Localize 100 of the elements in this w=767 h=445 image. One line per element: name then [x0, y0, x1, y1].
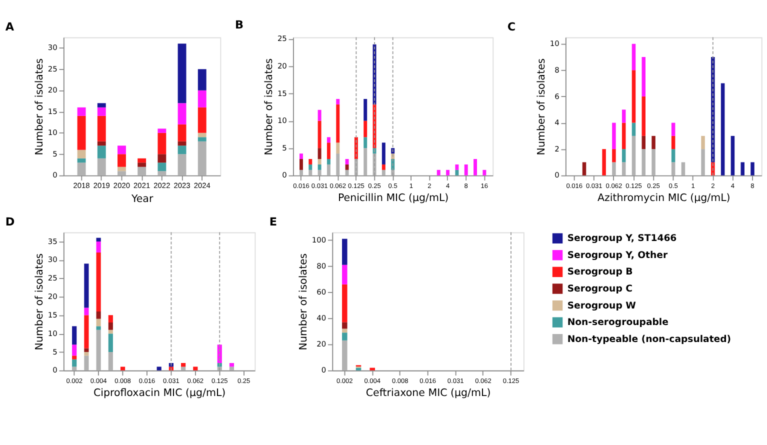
bar [464, 164, 468, 176]
bar [345, 159, 349, 164]
bar [72, 344, 77, 356]
bar [632, 136, 636, 176]
bar [158, 171, 166, 176]
bar [602, 149, 606, 176]
x-tick-label: 2022 [154, 180, 170, 190]
bar [681, 162, 686, 176]
bar [436, 170, 440, 176]
y-tick-label: 60 [316, 288, 326, 297]
bar [318, 159, 322, 164]
bar [671, 162, 676, 176]
bar [84, 348, 89, 352]
bar [336, 104, 340, 143]
bar [77, 107, 86, 116]
bar [178, 141, 186, 146]
y-tick-label: 6 [554, 92, 560, 101]
y-tick-label: 4 [554, 118, 560, 128]
bar [97, 146, 106, 158]
bar [364, 148, 368, 176]
bar [652, 149, 656, 176]
bar [336, 154, 340, 176]
bar [308, 164, 312, 170]
bar [345, 170, 349, 176]
bar [632, 44, 636, 70]
bar [97, 141, 106, 146]
bar [342, 238, 348, 265]
bar [96, 242, 101, 253]
bar [622, 110, 626, 123]
bar [318, 164, 322, 170]
y-tick-label: 80 [316, 262, 326, 270]
y-tick-label: 5 [52, 149, 58, 158]
bar [108, 334, 113, 352]
bar [72, 326, 77, 345]
bar [299, 154, 303, 159]
y-tick-label: 0 [52, 366, 58, 375]
y-tick-label: 15 [48, 106, 58, 116]
y-tick-label: 25 [277, 34, 288, 44]
y-tick-label: 25 [48, 64, 58, 74]
bar [77, 162, 86, 176]
y-tick-label: 10 [48, 328, 58, 338]
bar [342, 284, 348, 322]
y-tick-label: 10 [550, 39, 560, 48]
bar [97, 107, 106, 116]
y-tick-label: 15 [48, 310, 58, 320]
chart-title: E [269, 215, 278, 228]
bar [84, 308, 89, 316]
bar [138, 162, 146, 167]
bar [108, 322, 113, 330]
y-axis-title: Number of isolates [262, 58, 275, 156]
bar [118, 146, 126, 154]
bar [342, 328, 348, 333]
bar [308, 170, 312, 176]
bar [97, 103, 106, 108]
chart-title: B [234, 18, 244, 32]
bar [612, 162, 616, 176]
y-tick-label: 20 [316, 340, 326, 349]
y-tick-label: 35 [48, 236, 58, 246]
y-tick-label: 20 [48, 86, 58, 95]
bar [342, 264, 348, 284]
bar [198, 107, 206, 133]
bar [382, 164, 386, 170]
y-tick-label: 5 [282, 143, 288, 152]
x-tick-label: 2021 [134, 180, 150, 190]
bar [97, 158, 106, 176]
bar [198, 90, 206, 108]
bar [84, 315, 89, 348]
bar [382, 170, 386, 176]
legend-label: Non-typeable (non-capsulated) [567, 334, 732, 345]
y-tick-label: 8 [554, 65, 560, 74]
bar [345, 164, 349, 170]
bar [671, 122, 676, 136]
bar [612, 149, 616, 162]
bar [370, 368, 376, 370]
bar [118, 171, 126, 176]
bar [77, 158, 86, 163]
bar [181, 363, 186, 367]
bar [158, 132, 166, 154]
bar [72, 366, 77, 370]
bar [72, 356, 77, 360]
bar [299, 170, 303, 176]
bar [342, 340, 348, 370]
y-tick-label: 0 [554, 170, 560, 180]
legend-label: Serogroup W [567, 300, 636, 312]
bar [671, 149, 676, 162]
bar [318, 148, 322, 159]
bar [84, 352, 89, 356]
bar [178, 124, 186, 142]
bar [642, 57, 646, 96]
bar [120, 366, 126, 370]
bar [72, 359, 77, 367]
bar [299, 159, 303, 170]
bar [356, 368, 362, 370]
bar [632, 122, 636, 136]
y-tick-label: 10 [48, 128, 58, 138]
bar [118, 154, 126, 167]
bar [740, 162, 744, 176]
bar [97, 116, 106, 142]
y-tick-label: 0 [321, 366, 326, 375]
chart-title: A [5, 20, 14, 34]
